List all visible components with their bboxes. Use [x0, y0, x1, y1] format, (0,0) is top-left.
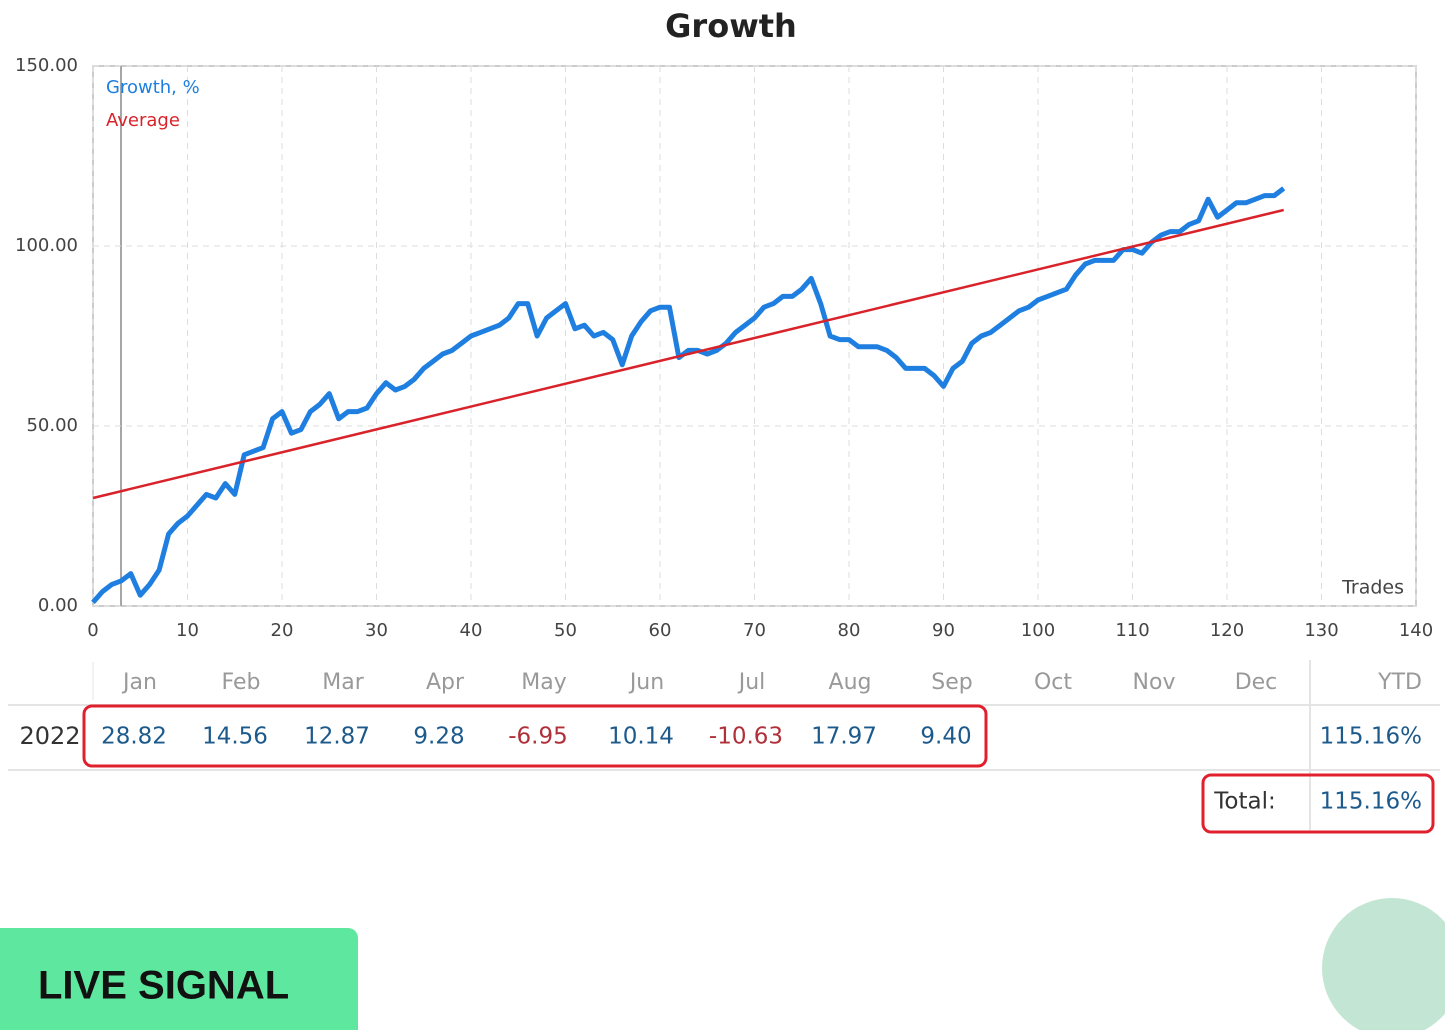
x-tick-label: 30 [365, 620, 388, 641]
live-signal-badge[interactable] [0, 928, 358, 1030]
column-header: YTD [1377, 670, 1422, 695]
badge-label: LIVE SIGNAL [38, 964, 289, 1008]
column-header: Mar [322, 670, 364, 695]
legend-entry: Growth, % [106, 77, 200, 98]
x-tick-label: 90 [932, 620, 955, 641]
x-tick-label: 20 [271, 620, 294, 641]
x-tick-label: 10 [176, 620, 199, 641]
plot: 0.00 50.00 100.00 150.00 0 10 20 30 40 50 60 70 80 90… [15, 55, 1433, 641]
x-tick-label: 40 [460, 620, 483, 641]
column-header: Nov [1133, 670, 1176, 695]
total-label: Total: [1213, 789, 1275, 815]
column-header: Aug [829, 670, 872, 695]
x-tick-label: 140 [1399, 620, 1433, 641]
row-label: 2022 [19, 722, 80, 750]
y-tick-label: 150.00 [15, 55, 78, 76]
month-value: -10.63 [709, 724, 783, 750]
x-tick-label: 130 [1304, 620, 1338, 641]
chart-title: Growth [665, 7, 797, 45]
decor-circle [1322, 898, 1445, 1030]
column-header: Dec [1235, 670, 1278, 695]
x-axis-label: Trades [1341, 577, 1404, 599]
x-tick-label: 70 [743, 620, 766, 641]
highlight-box [82, 704, 988, 768]
month-value: 14.56 [202, 724, 268, 750]
month-value: 12.87 [304, 724, 370, 750]
month-value: -6.95 [508, 724, 568, 750]
column-header: Sep [931, 670, 972, 695]
monthly-table: Jan Feb Mar Apr May Jun Jul Aug Sep Oct Nov Dec YTD 2… [19, 670, 1422, 750]
x-tick-label: 80 [838, 620, 861, 641]
legend-entry: Average [106, 110, 180, 131]
x-tick-label: 0 [87, 620, 98, 641]
series-line [92, 208, 1284, 500]
y-tick-label: 0.00 [38, 595, 78, 616]
x-tick-label: 100 [1021, 620, 1055, 641]
x-tick-label: 60 [649, 620, 672, 641]
month-value: 17.97 [811, 724, 877, 750]
column-header: Oct [1034, 670, 1072, 695]
y-tick-label: 50.00 [26, 415, 78, 436]
column-header: Apr [426, 670, 465, 695]
column-header: Jun [628, 670, 664, 695]
x-tick-label: 120 [1210, 620, 1244, 641]
column-header: Jul [737, 670, 766, 695]
column-header: Feb [222, 670, 261, 695]
series-line [91, 186, 1286, 605]
month-value: 9.40 [920, 724, 971, 750]
month-value: 9.28 [413, 724, 464, 750]
total-value: 115.16% [1320, 789, 1422, 815]
x-tick-label: 50 [554, 620, 577, 641]
ytd-value: 115.16% [1320, 724, 1422, 750]
highlight-box [1201, 773, 1435, 834]
month-value: 10.14 [608, 724, 674, 750]
x-tick-label: 110 [1115, 620, 1149, 641]
y-tick-label: 100.00 [15, 235, 78, 256]
column-header: Jan [121, 670, 157, 695]
column-header: May [521, 670, 566, 695]
month-value: 28.82 [101, 724, 167, 750]
